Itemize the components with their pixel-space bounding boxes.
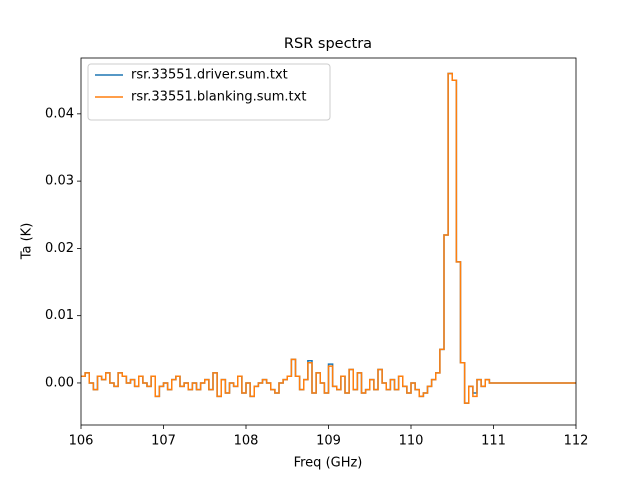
x-tick-label: 108 bbox=[234, 434, 259, 449]
y-tick-label: 0.02 bbox=[45, 241, 74, 256]
y-tick-label: 0.00 bbox=[45, 375, 74, 390]
legend-label: rsr.33551.driver.sum.txt bbox=[131, 68, 288, 83]
plot-area bbox=[81, 72, 576, 404]
chart-title: RSR spectra bbox=[284, 36, 372, 52]
legend-box bbox=[87, 63, 331, 121]
x-tick-label: 109 bbox=[316, 434, 341, 449]
x-tick-label: 112 bbox=[564, 434, 589, 449]
y-tick-label: 0.03 bbox=[45, 174, 74, 189]
y-axis-label: Ta (K) bbox=[20, 223, 35, 261]
x-tick-label: 111 bbox=[481, 434, 506, 449]
x-tick-label: 106 bbox=[69, 434, 94, 449]
y-tick-label: 0.01 bbox=[45, 308, 74, 323]
x-axis-label: Freq (GHz) bbox=[294, 456, 363, 471]
legend-label: rsr.33551.blanking.sum.txt bbox=[131, 90, 306, 105]
y-tick-label: 0.04 bbox=[45, 106, 74, 121]
series-line bbox=[81, 72, 576, 404]
x-tick-label: 110 bbox=[399, 434, 424, 449]
x-tick-label: 107 bbox=[151, 434, 176, 449]
